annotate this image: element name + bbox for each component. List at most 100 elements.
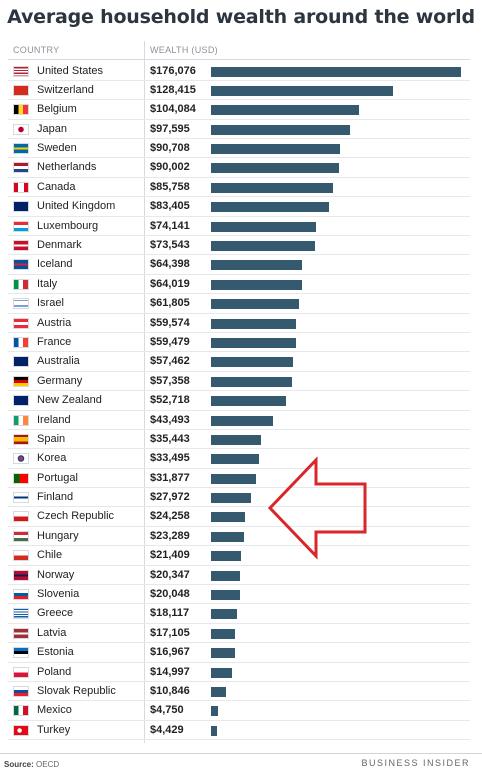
country-label: Japan <box>37 122 67 135</box>
flag-icon <box>13 647 29 659</box>
wealth-value-label: $20,048 <box>150 588 190 601</box>
column-header-wealth: WEALTH (USD) <box>150 45 218 55</box>
wealth-value-label: $14,997 <box>150 665 190 678</box>
wealth-bar <box>211 551 242 562</box>
country-label: Finland <box>37 491 74 504</box>
table-row: Slovak Republic $10,846 <box>0 682 482 702</box>
chart-title: Average household wealth around the worl… <box>7 6 475 28</box>
flag-icon <box>13 414 29 426</box>
country-label: Austria <box>37 316 72 329</box>
wealth-value-label: $31,877 <box>150 471 190 484</box>
flag-icon <box>13 433 29 445</box>
wealth-bar <box>211 570 240 581</box>
flag-icon <box>13 143 29 155</box>
country-label: Czech Republic <box>37 510 115 523</box>
source-note: Source: OECD <box>4 760 59 769</box>
wealth-value-label: $21,409 <box>150 549 190 562</box>
table-row: Latvia $17,105 <box>0 624 482 644</box>
country-label: Luxembourg <box>37 219 99 232</box>
country-label: Switzerland <box>37 83 94 96</box>
flag-icon <box>13 298 29 310</box>
country-label: Norway <box>37 568 75 581</box>
wealth-bar <box>211 279 302 290</box>
table-row: Ireland $43,493 <box>0 411 482 431</box>
flag-icon <box>13 492 29 504</box>
table-row: Spain $35,443 <box>0 430 482 450</box>
flag-icon <box>13 259 29 271</box>
wealth-bar <box>211 493 251 504</box>
country-label: Hungary <box>37 529 79 542</box>
wealth-value-label: $176,076 <box>150 64 196 77</box>
wealth-value-label: $104,084 <box>150 103 196 116</box>
table-row: Belgium $104,084 <box>0 100 482 121</box>
footer-divider <box>0 753 482 754</box>
wealth-bar <box>211 202 330 213</box>
flag-icon <box>13 666 29 678</box>
wealth-bar <box>211 241 316 252</box>
wealth-value-label: $128,415 <box>150 83 196 96</box>
wealth-value-label: $85,758 <box>150 180 190 193</box>
flag-icon <box>13 627 29 639</box>
country-label: Spain <box>37 432 66 445</box>
flag-icon <box>13 530 29 542</box>
wealth-bar <box>211 454 259 465</box>
country-label: Australia <box>37 355 80 368</box>
table-row: Portugal $31,877 <box>0 469 482 489</box>
wealth-value-label: $27,972 <box>150 491 190 504</box>
wealth-value-label: $18,117 <box>150 607 190 620</box>
wealth-value-label: $33,495 <box>150 452 190 465</box>
wealth-value-label: $83,405 <box>150 200 190 213</box>
table-row: Greece $18,117 <box>0 604 482 625</box>
country-label: France <box>37 335 72 348</box>
country-label: Belgium <box>37 103 77 116</box>
country-label: Mexico <box>37 704 72 717</box>
wealth-value-label: $97,595 <box>150 122 190 135</box>
wealth-value-label: $64,019 <box>150 277 190 290</box>
table-row: Norway $20,347 <box>0 566 482 586</box>
country-label: Canada <box>37 180 76 193</box>
flag-icon <box>13 123 29 135</box>
wealth-value-label: $57,462 <box>150 355 190 368</box>
wealth-value-label: $16,967 <box>150 646 190 659</box>
flag-icon <box>13 511 29 523</box>
flag-icon <box>13 395 29 407</box>
flag-icon <box>13 608 29 620</box>
country-label: United States <box>37 64 104 77</box>
wealth-bar <box>211 260 303 271</box>
wealth-bar <box>211 85 394 96</box>
table-row: Luxembourg $74,141 <box>0 217 482 237</box>
wealth-value-label: $90,002 <box>150 161 190 174</box>
country-label: Sweden <box>37 142 77 155</box>
wealth-bar <box>211 512 246 523</box>
country-label: New Zealand <box>37 394 102 407</box>
country-label: Germany <box>37 374 83 387</box>
table-row: Estonia $16,967 <box>0 643 482 664</box>
flag-icon <box>13 705 29 717</box>
wealth-bar <box>211 628 236 639</box>
country-label: Latvia <box>37 626 67 639</box>
country-label: Korea <box>37 452 67 465</box>
wealth-value-label: $10,846 <box>150 685 190 697</box>
table-row: Australia $57,462 <box>0 352 482 373</box>
country-label: Chile <box>37 549 63 562</box>
wealth-bar <box>211 221 317 232</box>
wealth-bar <box>211 531 245 542</box>
flag-icon <box>13 104 29 116</box>
wealth-bar <box>211 473 257 484</box>
country-label: Portugal <box>37 471 78 484</box>
brand-logo: BUSINESS INSIDER <box>361 758 470 768</box>
table-row: Mexico $4,750 <box>0 701 482 722</box>
country-label: United Kingdom <box>37 200 116 213</box>
flag-icon <box>13 589 29 601</box>
country-label: Italy <box>37 277 58 290</box>
wealth-bar <box>211 609 237 620</box>
country-label: Poland <box>37 665 72 678</box>
wealth-value-label: $35,443 <box>150 432 190 445</box>
table-row: Sweden $90,708 <box>0 139 482 159</box>
wealth-value-label: $24,258 <box>150 510 190 523</box>
table-row: Germany $57,358 <box>0 372 482 392</box>
table-row: Italy $64,019 <box>0 275 482 295</box>
wealth-bar <box>211 415 273 426</box>
country-label: Estonia <box>37 646 74 659</box>
wealth-bar <box>211 434 262 445</box>
